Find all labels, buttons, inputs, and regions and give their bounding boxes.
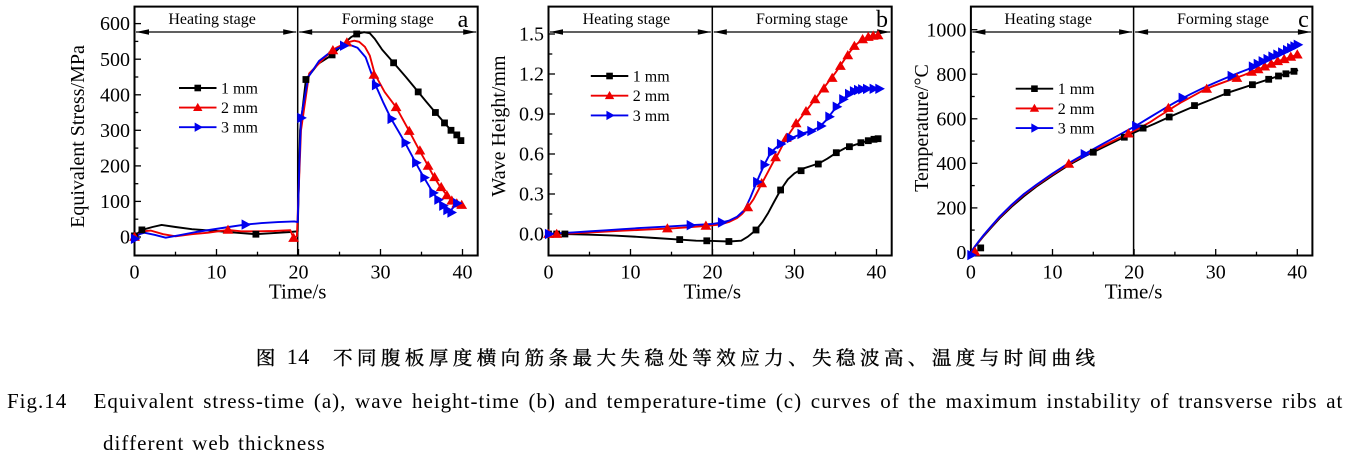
svg-text:2 mm: 2 mm [1058, 101, 1095, 118]
svg-text:400: 400 [936, 153, 966, 175]
svg-text:Time/s: Time/s [1105, 280, 1163, 304]
svg-text:20: 20 [1124, 262, 1144, 284]
svg-text:Forming stage: Forming stage [342, 11, 434, 28]
svg-text:100: 100 [100, 191, 130, 213]
svg-text:0.3: 0.3 [519, 184, 544, 206]
svg-text:14: 14 [287, 344, 310, 369]
svg-text:Time/s: Time/s [684, 280, 742, 304]
svg-text:a: a [458, 7, 469, 33]
svg-text:3 mm: 3 mm [1058, 121, 1095, 138]
svg-text:b: b [876, 7, 888, 33]
svg-text:1.2: 1.2 [519, 64, 544, 86]
svg-text:10: 10 [207, 262, 227, 284]
svg-text:Heating stage: Heating stage [1004, 11, 1092, 28]
svg-text:Wave Height/mm: Wave Height/mm [488, 55, 510, 197]
svg-text:Heating stage: Heating stage [583, 11, 671, 28]
svg-text:30: 30 [1206, 262, 1226, 284]
svg-text:40: 40 [867, 262, 887, 284]
svg-text:1.5: 1.5 [519, 24, 544, 46]
svg-text:1 mm: 1 mm [1058, 81, 1095, 98]
svg-text:40: 40 [1287, 262, 1307, 284]
svg-text:0.9: 0.9 [519, 104, 544, 126]
svg-text:20: 20 [289, 262, 309, 284]
svg-text:500: 500 [100, 49, 130, 71]
svg-text:Time/s: Time/s [269, 280, 327, 304]
svg-text:600: 600 [100, 13, 130, 35]
svg-text:10: 10 [621, 262, 641, 284]
svg-text:300: 300 [100, 120, 130, 142]
svg-text:0: 0 [966, 262, 976, 284]
svg-text:30: 30 [371, 262, 391, 284]
svg-text:3 mm: 3 mm [221, 120, 258, 137]
svg-text:0.0: 0.0 [519, 224, 544, 246]
svg-text:0: 0 [956, 242, 966, 264]
svg-text:10: 10 [1043, 262, 1063, 284]
svg-text:30: 30 [785, 262, 805, 284]
svg-text:Forming stage: Forming stage [756, 11, 848, 28]
svg-text:0: 0 [130, 262, 140, 284]
svg-text:1 mm: 1 mm [633, 68, 670, 85]
svg-text:800: 800 [936, 64, 966, 86]
svg-text:2 mm: 2 mm [221, 100, 258, 117]
svg-text:Forming stage: Forming stage [1177, 11, 1269, 28]
svg-text:200: 200 [100, 156, 130, 178]
svg-text:600: 600 [936, 108, 966, 130]
svg-text:200: 200 [936, 198, 966, 220]
svg-text:20: 20 [703, 262, 723, 284]
svg-text:0.6: 0.6 [519, 144, 544, 166]
svg-text:400: 400 [100, 84, 130, 106]
svg-text:40: 40 [453, 262, 473, 284]
svg-text:Temperature/°C: Temperature/°C [911, 64, 933, 192]
svg-text:Equivalent Stress/MPa: Equivalent Stress/MPa [67, 45, 89, 228]
svg-text:c: c [1298, 7, 1309, 33]
svg-text:1 mm: 1 mm [221, 80, 258, 97]
svg-text:Heating stage: Heating stage [168, 11, 256, 28]
svg-text:0: 0 [120, 227, 130, 249]
svg-text:2 mm: 2 mm [633, 88, 670, 105]
svg-text:0: 0 [544, 262, 554, 284]
svg-text:3 mm: 3 mm [633, 108, 670, 125]
svg-text:1000: 1000 [926, 19, 966, 41]
